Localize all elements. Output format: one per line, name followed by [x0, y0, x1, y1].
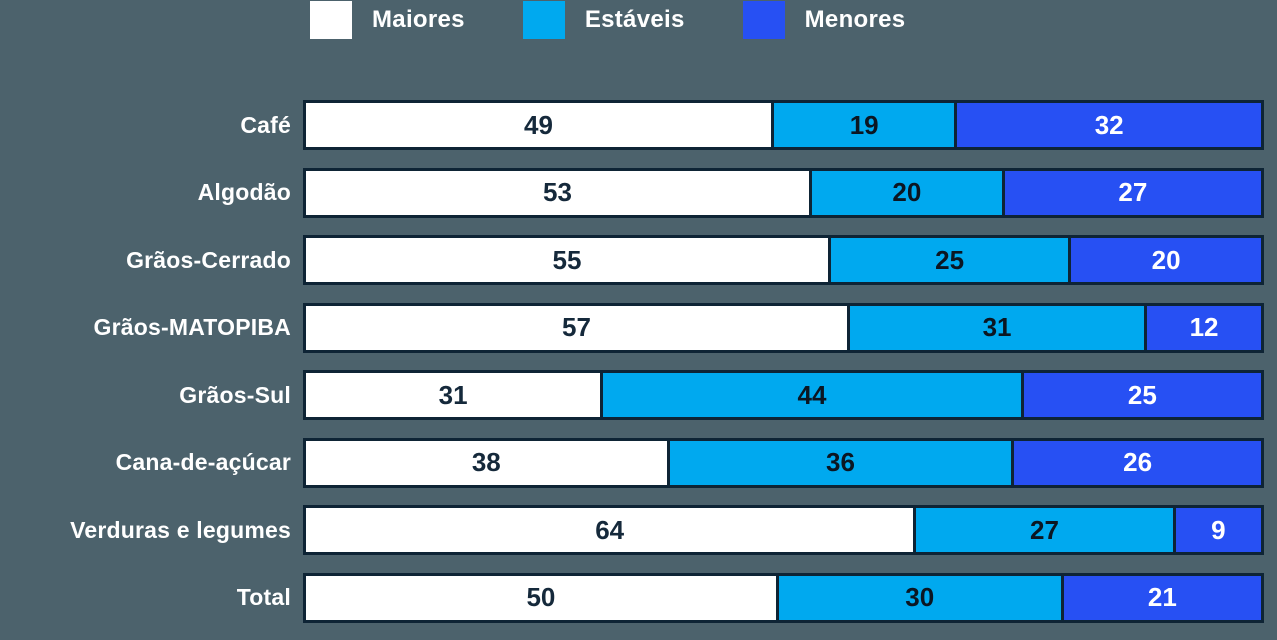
bar-value-label: 25 [1127, 379, 1157, 410]
bar-row: 31 44 25 [303, 370, 1264, 420]
bar-row: 57 31 12 [303, 302, 1264, 353]
bar-row: 64 27 9 [303, 505, 1264, 555]
category-labels: Café Algodão Grãos-Cerrado Grãos-MATOPIBA Gr… [0, 100, 291, 640]
bar-value-label: 19 [849, 109, 879, 140]
bar-value-label: 31 [438, 379, 468, 410]
legend-label: Estáveis [584, 6, 685, 33]
bar-segment-estáveis: 44 [600, 373, 1021, 417]
legend-item-estáveis[interactable]: Estáveis [522, 1, 685, 39]
bar-value-label: 55 [552, 244, 582, 275]
bar-row: 53 20 27 [303, 167, 1264, 218]
bar-value-label: 57 [562, 312, 591, 342]
bar-value-label: 25 [935, 244, 965, 275]
bar-value-label: 30 [905, 582, 935, 612]
bar-value-label: 49 [524, 109, 553, 140]
bar-row: 55 25 20 [303, 235, 1264, 285]
bar-rows: 49 19 32 53 20 27 55 25 20 57 31 12 31 44 25 38 36 26 64 27… [303, 100, 1264, 640]
bar-segment-menores: 32 [954, 103, 1262, 147]
bar-segment-maiores: 55 [306, 238, 828, 282]
bar-value-label: 53 [543, 177, 572, 207]
bar-segment-menores: 27 [1001, 170, 1261, 215]
chart-legend: Maiores Estáveis Menores [310, 1, 963, 39]
bar-value-label: 38 [471, 447, 501, 477]
bar-segment-estáveis: 30 [775, 575, 1061, 620]
bar-value-label: 9 [1211, 514, 1226, 545]
legend-label: Maiores [372, 6, 465, 33]
category-label: Café [240, 111, 291, 138]
bar-segment-menores: 21 [1060, 575, 1261, 620]
bar-value-label: 27 [1030, 514, 1059, 545]
bar-value-label: 12 [1189, 312, 1219, 342]
bar-segment-estáveis: 27 [913, 508, 1173, 552]
bar-segment-maiores: 57 [306, 305, 847, 350]
bar-value-label: 20 [892, 177, 922, 207]
bar-segment-menores: 26 [1011, 440, 1261, 485]
bar-value-label: 31 [982, 312, 1012, 342]
category-label: Grãos-MATOPIBA [93, 314, 291, 340]
bar-segment-maiores: 50 [306, 575, 776, 620]
bar-value-label: 21 [1147, 582, 1177, 612]
bar-segment-maiores: 49 [306, 103, 772, 147]
legend-item-menores[interactable]: Menores [742, 1, 906, 39]
bar-segment-menores: 20 [1068, 238, 1261, 282]
bar-segment-maiores: 38 [306, 440, 667, 485]
bar-value-label: 50 [526, 582, 556, 612]
category-label: Grãos-Cerrado [126, 246, 291, 273]
category-label: Grãos-Sul [179, 381, 291, 408]
legend-swatch-icon [310, 1, 352, 39]
legend-swatch-icon [522, 1, 565, 39]
bar-segment-estáveis: 25 [827, 238, 1069, 282]
legend-item-maiores[interactable]: Maiores [310, 1, 465, 39]
category-label: Cana-de-açúcar [115, 449, 291, 475]
bar-value-label: 44 [797, 379, 827, 410]
bar-value-label: 20 [1151, 244, 1181, 275]
bar-value-label: 26 [1123, 447, 1153, 477]
bar-segment-estáveis: 36 [666, 440, 1012, 485]
category-label: Algodão [197, 179, 291, 205]
category-label: Verduras e legumes [70, 516, 291, 543]
bar-segment-menores: 9 [1172, 508, 1261, 552]
bar-value-label: 32 [1094, 109, 1124, 140]
bar-segment-maiores: 53 [306, 170, 809, 215]
bar-segment-estáveis: 19 [771, 103, 955, 147]
bar-segment-estáveis: 31 [846, 305, 1145, 350]
bar-value-label: 64 [595, 514, 625, 545]
bar-segment-estáveis: 20 [808, 170, 1002, 215]
category-label: Total [236, 584, 291, 610]
bar-segment-menores: 25 [1020, 373, 1261, 417]
bar-segment-maiores: 31 [306, 373, 601, 417]
bar-row: 50 30 21 [303, 572, 1264, 623]
bar-value-label: 27 [1118, 177, 1148, 207]
bar-row: 49 19 32 [303, 100, 1264, 150]
bar-value-label: 36 [825, 447, 855, 477]
bar-segment-maiores: 64 [306, 508, 914, 552]
legend-swatch-icon [742, 1, 785, 39]
legend-label: Menores [804, 6, 906, 33]
bar-row: 38 36 26 [303, 437, 1264, 488]
bar-segment-menores: 12 [1144, 305, 1261, 350]
